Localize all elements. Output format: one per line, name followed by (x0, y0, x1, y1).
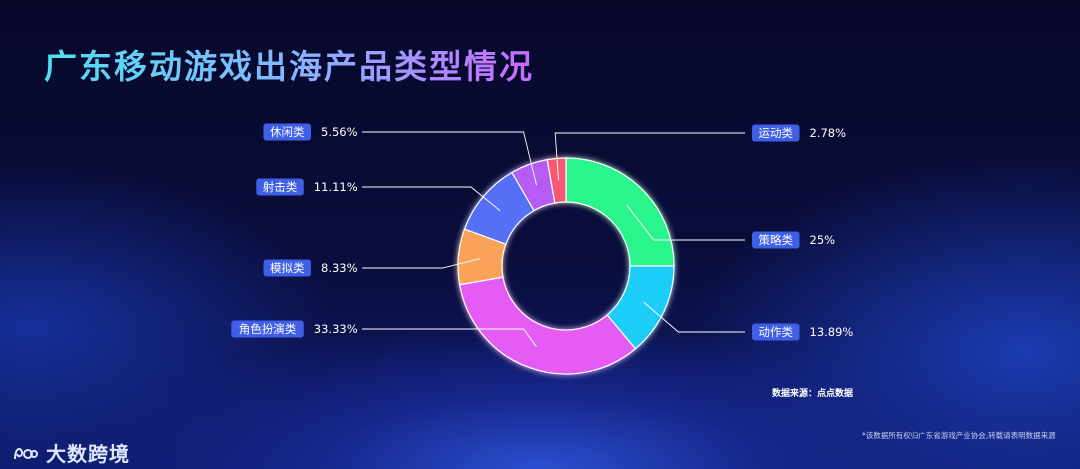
logo-text: 大数跨境 (46, 442, 130, 466)
leader-line (362, 131, 538, 186)
leader-line (362, 258, 481, 269)
legend-badge (752, 124, 800, 142)
category-label: 射击类 (263, 180, 298, 194)
value-label: 25% (810, 233, 836, 247)
category-label: 运动类 (759, 126, 794, 140)
value-label: 2.78% (810, 126, 847, 140)
leader-line (362, 186, 501, 212)
legend-badge (752, 323, 800, 341)
category-label: 动作类 (759, 325, 794, 339)
legend-badge (263, 259, 311, 277)
category-label: 策略类 (759, 233, 794, 247)
category-label: 休闲类 (270, 125, 305, 139)
page-title: 广东移动游戏出海产品类型情况 (44, 40, 534, 88)
value-label: 5.56% (321, 125, 358, 139)
leader-line (626, 204, 745, 241)
value-label: 13.89% (810, 325, 854, 339)
category-label: 模拟类 (270, 261, 305, 275)
data-source: 数据来源：点点数据 (772, 389, 854, 399)
value-label: 8.33% (321, 261, 358, 275)
donut-slice (458, 276, 637, 375)
value-label: 11.11% (314, 180, 358, 194)
donut-slice (565, 157, 675, 267)
leader-line (554, 132, 745, 181)
logo-icon (14, 447, 38, 459)
legend-badge (231, 320, 304, 338)
category-label: 角色扮演类 (239, 322, 297, 336)
value-label: 33.33% (314, 322, 358, 336)
brand-logo: 大数跨境 (12, 438, 130, 467)
legend-badge (752, 231, 800, 249)
donut-slice (546, 157, 567, 204)
leader-line (643, 302, 745, 333)
copyright-note: *该数据所有权归广东省游戏产业协会,转载请表明数据来源 (862, 431, 1056, 440)
legend-badge (256, 178, 304, 196)
legend-badge (263, 123, 311, 141)
leader-line (362, 328, 537, 348)
